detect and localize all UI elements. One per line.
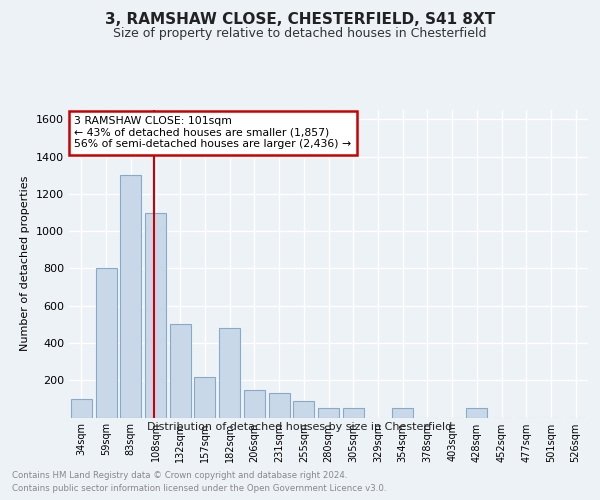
- Bar: [95, 268, 116, 418]
- Bar: [269, 394, 290, 417]
- Bar: [466, 408, 487, 418]
- Bar: [293, 400, 314, 417]
- Bar: [71, 399, 92, 417]
- Text: Contains public sector information licensed under the Open Government Licence v3: Contains public sector information licen…: [12, 484, 386, 493]
- Bar: [120, 175, 141, 418]
- Bar: [145, 212, 166, 418]
- Text: Distribution of detached houses by size in Chesterfield: Distribution of detached houses by size …: [148, 422, 452, 432]
- Bar: [392, 408, 413, 418]
- Text: 3 RAMSHAW CLOSE: 101sqm
← 43% of detached houses are smaller (1,857)
56% of semi: 3 RAMSHAW CLOSE: 101sqm ← 43% of detache…: [74, 116, 352, 150]
- Bar: [244, 390, 265, 417]
- Text: 3, RAMSHAW CLOSE, CHESTERFIELD, S41 8XT: 3, RAMSHAW CLOSE, CHESTERFIELD, S41 8XT: [105, 12, 495, 28]
- Bar: [343, 408, 364, 418]
- Bar: [170, 324, 191, 418]
- Bar: [194, 376, 215, 418]
- Bar: [219, 328, 240, 418]
- Y-axis label: Number of detached properties: Number of detached properties: [20, 176, 31, 352]
- Text: Size of property relative to detached houses in Chesterfield: Size of property relative to detached ho…: [113, 28, 487, 40]
- Bar: [318, 408, 339, 418]
- Text: Contains HM Land Registry data © Crown copyright and database right 2024.: Contains HM Land Registry data © Crown c…: [12, 471, 347, 480]
